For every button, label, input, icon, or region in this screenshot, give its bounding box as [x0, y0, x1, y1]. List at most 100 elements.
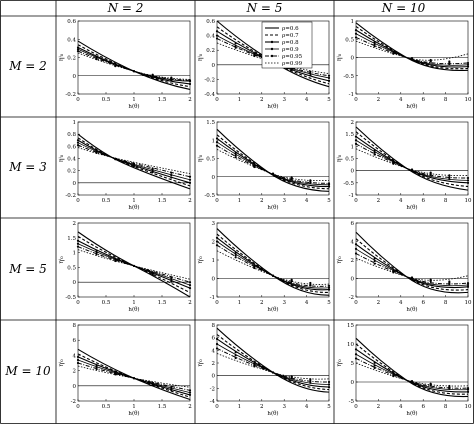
x-tick-label: 2: [188, 300, 192, 306]
series-line: [355, 353, 469, 391]
series-point: [76, 242, 80, 245]
series-line: [216, 250, 330, 285]
y-tick-label: 10: [347, 342, 354, 348]
x-tick-label: 5: [327, 300, 331, 306]
x-axis-label: h(θ): [128, 410, 139, 417]
x-axis-label: h(θ): [128, 103, 139, 110]
y-axis-label: ηⁱ₀: [197, 154, 204, 162]
x-tick-label: 4: [305, 300, 309, 306]
x-tick-label: 0.5: [102, 97, 111, 103]
series-line: [355, 362, 469, 387]
y-axis-label: ηⁱ₀: [58, 359, 65, 367]
y-tick-label: 0: [212, 63, 216, 69]
col-header-n10: N = 10: [381, 1, 426, 15]
legend-marker: [270, 54, 274, 58]
legend-label: ρ=0.9: [282, 47, 299, 53]
series-point: [170, 387, 173, 390]
x-tick-label: 2: [377, 97, 381, 103]
series-point: [132, 162, 136, 166]
series-point: [354, 29, 358, 32]
y-tick-label: 1: [73, 120, 77, 126]
series-point: [76, 245, 80, 248]
y-tick-label: -4: [210, 399, 216, 405]
series-point: [354, 247, 358, 250]
plot-area: [77, 222, 191, 298]
y-tick-label: 0.2: [67, 169, 76, 175]
legend-label: ρ=0.99: [282, 61, 303, 67]
panel-m2-n10: 0 2 4 6 8 10 -1 -0.5 0 0.5 1 h(θ) ηⁱ₀: [336, 19, 472, 110]
series-point: [373, 361, 376, 364]
series-point: [309, 281, 312, 285]
y-tick-label: 8: [73, 323, 77, 329]
x-axis-label: h(θ): [406, 410, 417, 417]
legend-marker: [270, 40, 274, 44]
series-point: [215, 137, 219, 140]
series-point: [215, 30, 219, 33]
y-tick-label: 2: [212, 240, 216, 246]
series-point: [234, 154, 237, 157]
panel-m3-n10: 0 2 4 6 8 10 -1 -0.5 0 0.5 1 1.5 2 h(θ) ηⁱ₀: [336, 120, 472, 211]
series-point: [188, 175, 192, 178]
y-tick-label: -0.5: [65, 295, 76, 301]
y-tick-label: 0: [351, 380, 355, 386]
x-axis-label: h(θ): [267, 410, 278, 417]
x-tick-label: 0: [354, 300, 358, 306]
x-tick-label: 6: [421, 198, 425, 204]
series-point: [170, 171, 173, 174]
y-tick-label: 1: [73, 251, 77, 257]
x-tick-label: 1: [238, 97, 242, 103]
y-tick-label: 6: [212, 336, 216, 342]
series-point: [354, 142, 358, 145]
x-tick-label: 1: [238, 404, 242, 410]
y-tick-label: 0.4: [206, 34, 215, 40]
y-tick-label: 0: [351, 169, 355, 175]
y-tick-label: 0: [73, 384, 77, 390]
series-line: [355, 40, 469, 61]
y-tick-label: -0.2: [204, 77, 215, 83]
y-tick-label: 0.5: [206, 157, 215, 163]
series-point: [234, 351, 237, 354]
series-point: [327, 182, 331, 185]
x-tick-label: 0: [354, 198, 358, 204]
y-tick-label: 0: [73, 280, 77, 286]
y-tick-label: 0: [212, 175, 216, 181]
x-tick-label: 4: [305, 404, 309, 410]
y-tick-label: -0.4: [204, 92, 215, 98]
y-tick-label: 0.8: [67, 132, 76, 138]
series-point: [215, 244, 219, 247]
x-tick-label: 5: [327, 198, 331, 204]
legend-label: ρ=0.7: [282, 33, 299, 39]
y-tick-label: 0.2: [206, 48, 215, 54]
y-tick-label: -1: [210, 295, 215, 301]
y-tick-label: 0: [212, 277, 216, 283]
x-tick-label: 1: [238, 198, 242, 204]
legend: ρ=0.6ρ=0.7ρ=0.8ρ=0.9ρ=0.95ρ=0.99: [261, 21, 313, 69]
y-tick-label: 8: [212, 323, 216, 329]
x-tick-label: 1: [132, 198, 136, 204]
series-point: [466, 65, 470, 68]
series-point: [429, 382, 432, 385]
x-tick-label: 4: [399, 300, 403, 306]
x-tick-label: 4: [305, 198, 309, 204]
series-point: [327, 385, 331, 389]
series-point: [234, 354, 237, 357]
x-axis-label: h(θ): [406, 306, 417, 313]
series-point: [466, 282, 470, 285]
series-point: [234, 42, 237, 45]
y-axis-label: ηⁱ₀: [197, 359, 204, 367]
x-tick-label: 0: [354, 97, 358, 103]
x-tick-label: 2: [260, 198, 264, 204]
series-point: [76, 144, 80, 147]
y-axis-label: ηⁱ₀: [336, 53, 343, 61]
y-tick-label: 2: [212, 361, 216, 367]
x-tick-label: 6: [421, 97, 425, 103]
series-point: [234, 156, 237, 159]
series-point: [215, 240, 219, 243]
y-tick-label: 1: [212, 138, 216, 144]
x-tick-label: 1: [132, 404, 136, 410]
series-point: [466, 176, 470, 180]
series-point: [327, 76, 331, 80]
y-tick-label: 0.4: [67, 37, 76, 43]
series-line: [77, 52, 191, 80]
